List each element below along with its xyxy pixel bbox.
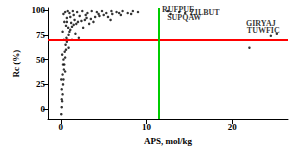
svg-text:APS, mol/kg: APS, mol/kg: [144, 136, 193, 146]
svg-text:100: 100: [32, 5, 46, 15]
svg-text:SUPQAW: SUPQAW: [167, 13, 201, 22]
svg-text:TUWFIC: TUWFIC: [247, 26, 280, 35]
svg-text:50: 50: [36, 55, 46, 65]
svg-text:75: 75: [36, 30, 46, 40]
svg-text:10: 10: [142, 122, 152, 132]
svg-text:GIRYAJ: GIRYAJ: [246, 19, 276, 29]
svg-text:20: 20: [228, 122, 238, 132]
svg-text:25: 25: [36, 79, 46, 89]
svg-text:0: 0: [59, 122, 64, 132]
svg-text:ZILBUT: ZILBUT: [189, 8, 220, 18]
svg-text:0: 0: [41, 104, 46, 114]
svg-text:Rc (%): Rc (%): [11, 50, 21, 78]
